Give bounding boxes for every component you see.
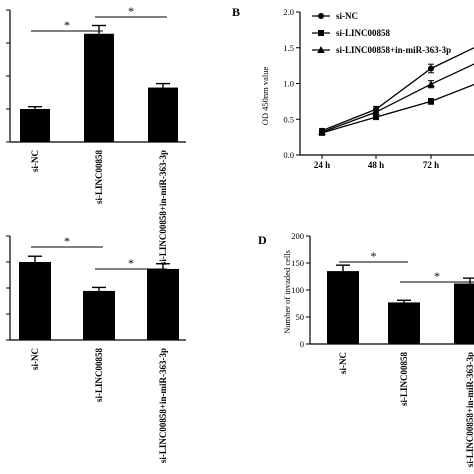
data-point	[427, 80, 435, 88]
panel-b-line-chart: B OD 450nm value 0.0 0.5 1.0 1.5 2.0 24 h 48 h…	[232, 5, 474, 170]
significance-star: *	[371, 249, 377, 263]
y-tick-label: 0.0	[283, 150, 294, 160]
category-label: si-LINC00858+in-miR-363-3p	[465, 352, 474, 467]
series-line-si-linc00858	[321, 83, 474, 134]
bar	[20, 109, 50, 142]
y-tick-label: 1.0	[283, 79, 294, 89]
series-line-si-nc	[321, 47, 474, 132]
category-label: si-LINC00858+in-miR-363-3p	[158, 150, 168, 265]
significance-star: *	[128, 4, 134, 18]
data-point	[372, 108, 380, 116]
y-tick-label: 200	[291, 231, 304, 241]
category-label: si-NC	[338, 352, 348, 374]
category-label: si-NC	[30, 150, 40, 172]
y-tick-label: 50	[296, 312, 305, 322]
y-tick-label: 1.5	[283, 43, 294, 53]
data-point	[373, 114, 379, 121]
data-point	[318, 128, 326, 136]
panel-d-bar-chart: D Number of invaded cells 0 50 100 150 200 si…	[258, 231, 474, 467]
legend-label: si-LINC00858+in-miR-363-3p	[336, 45, 451, 55]
x-tick-label: 48 h	[368, 160, 384, 170]
legend-label: si-NC	[336, 11, 358, 21]
bar	[83, 290, 115, 340]
category-label: si-LINC00858	[94, 150, 104, 205]
bar	[19, 262, 51, 340]
panel-d-letter: D	[258, 233, 267, 247]
data-point	[428, 65, 434, 72]
data-point	[428, 98, 434, 105]
panel-d-y-axis-title: Number of invaded cells	[282, 250, 292, 334]
bar	[327, 271, 359, 344]
series-line-si-linc00858-in-mir-363-3p	[321, 63, 474, 133]
panel-b-letter: B	[232, 5, 240, 19]
x-tick-label: 72 h	[423, 160, 439, 170]
bar	[147, 268, 179, 340]
panel-a-bar-chart: si-NC si-LINC00858 si-LINC00858+in-miR-363…	[6, 4, 186, 265]
significance-star: *	[434, 269, 440, 283]
legend-marker	[318, 30, 324, 36]
x-tick-label: 24 h	[314, 160, 330, 170]
significance-star: *	[128, 256, 134, 270]
y-tick-label: 2.0	[283, 7, 294, 17]
y-tick-label: 150	[291, 258, 304, 268]
significance-star: *	[64, 234, 70, 248]
category-label: si-LINC00858+in-miR-363-3p	[158, 348, 168, 463]
y-tick-label: 0.5	[283, 114, 294, 124]
panel-c-bar-chart: si-NC si-LINC00858 si-LINC00858+in-miR-363…	[6, 234, 186, 463]
panel-b-y-axis-title: OD 450nm value	[260, 67, 270, 126]
category-label: si-LINC00858	[94, 348, 104, 403]
y-tick-label: 0	[300, 339, 304, 349]
significance-star: *	[64, 18, 70, 32]
category-label: si-NC	[30, 348, 40, 370]
bar	[84, 33, 114, 143]
legend-label: si-LINC00858	[336, 28, 391, 38]
category-label: si-LINC00858	[399, 352, 409, 407]
y-tick-label: 100	[291, 285, 304, 295]
legend-marker	[318, 13, 324, 19]
bar	[388, 302, 420, 344]
legend-marker	[317, 46, 325, 53]
bar	[148, 87, 178, 142]
bar	[454, 283, 474, 344]
